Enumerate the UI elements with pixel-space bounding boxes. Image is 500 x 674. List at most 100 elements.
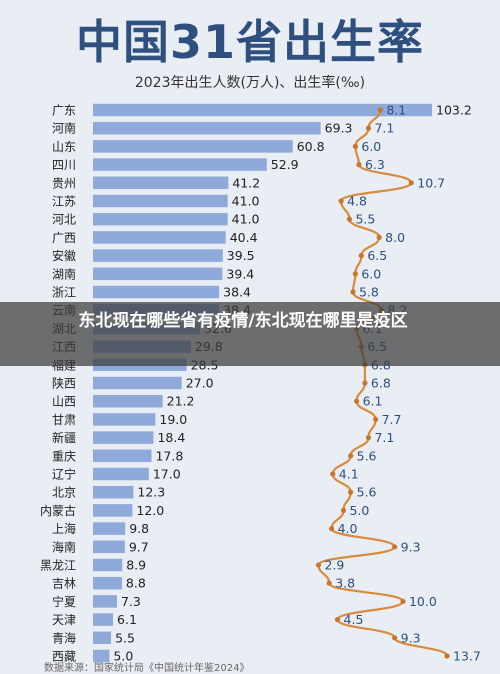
birth-rate-point [353,398,360,404]
province-label: 甘肃 [52,413,76,427]
birth-value-label: 8.8 [126,576,146,591]
province-label: 广东 [52,104,76,118]
birth-rate-label: 2.9 [325,558,345,573]
birth-rate-point [365,435,372,441]
birth-rate-point [326,580,332,586]
birth-bar [93,613,114,626]
birth-bar [93,504,133,517]
birth-rate-point [338,198,344,204]
birth-value-label: 39.5 [227,248,255,263]
birth-bar [93,431,154,444]
birth-value-label: 69.3 [325,121,353,136]
province-label: 湖南 [52,266,76,281]
birth-value-label: 41.0 [232,212,260,227]
province-label: 安徽 [52,248,76,263]
birth-rate-label: 4.8 [347,194,367,209]
birth-bar [93,231,226,244]
birth-bar [93,394,163,408]
province-label: 青海 [52,630,76,645]
birth-rate-point [352,143,358,149]
birth-value-label: 52.9 [271,157,299,172]
province-label: 四川 [52,158,76,172]
province-label: 浙江 [52,286,76,300]
birth-value-label: 27.0 [186,376,214,391]
province-label: 天津 [52,613,76,627]
birth-rate-label: 10.7 [417,175,445,190]
birth-bar [93,267,223,281]
birth-value-label: 18.4 [157,430,185,445]
caption-text: 东北现在哪些省有疫情/东北现在哪里是疫区 [78,311,408,331]
birth-bar [93,540,125,554]
chart-subtitle: 2023年出生人数(万人)、出生率(‰) [134,75,366,91]
birth-rate-label: 10.0 [409,594,437,609]
birth-rate-label: 5.0 [349,503,369,518]
birth-rate-label: 6.1 [363,394,383,409]
birth-bar [93,522,126,535]
birth-bar [93,212,228,226]
birth-bar [93,158,267,171]
birth-value-label: 9.8 [129,521,149,536]
birth-rate-label: 7.7 [382,412,402,427]
birth-value-label: 7.3 [121,594,141,609]
province-label: 吉林 [52,577,76,591]
birth-value-label: 17.0 [153,467,181,482]
birth-bar [93,176,229,190]
birth-value-label: 17.8 [155,448,183,463]
birth-bar [93,485,134,499]
birth-rate-label: 6.0 [361,139,381,154]
birth-rate-label: 4.0 [338,521,358,536]
birth-bar [93,413,156,426]
birth-rate-label: 7.1 [374,121,394,136]
province-label: 陕西 [52,376,76,391]
birth-value-label: 41.2 [232,175,260,190]
birth-rate-label: 3.8 [335,576,355,591]
birth-rate-point [392,544,398,550]
birth-rate-point [348,489,354,495]
birth-rate-point [352,271,358,277]
birth-bar [93,140,293,153]
birth-bar [93,576,122,590]
birth-rate-label: 8.0 [385,230,405,245]
birth-bar [93,449,152,463]
birth-rate-label: 6.3 [365,157,385,172]
birth-value-label: 12.3 [137,485,165,500]
birth-value-label: 12.0 [136,503,164,518]
birth-bar [93,467,149,481]
chart-title: 中国31省出生率 [75,15,424,69]
birth-rate-point [356,162,362,168]
birth-rate-point [377,107,383,113]
province-label: 黑龙江 [40,559,76,573]
birth-bar [93,194,228,208]
birth-rate-point [334,617,341,623]
birth-value-label: 21.2 [167,394,195,409]
birth-value-label: 6.1 [117,612,137,627]
birth-value-label: 40.4 [230,230,258,245]
birth-value-label: 39.4 [226,266,254,281]
birth-rate-label: 7.1 [374,430,394,445]
birth-rate-point [392,635,398,641]
birth-rate-label: 6.5 [367,248,387,263]
birth-bar [93,631,112,645]
birth-value-label: 5.5 [115,630,135,645]
province-label: 海南 [52,539,76,554]
birth-value-label: 9.7 [129,539,149,554]
province-label: 山东 [52,140,76,154]
birth-bar [93,376,182,390]
birth-rate-point [346,216,353,222]
birth-rate-point [330,471,336,477]
birth-rate-point [328,526,335,532]
birth-rate-point [348,453,354,459]
birth-value-label: 103.2 [436,103,472,118]
birth-rate-label: 9.3 [401,539,421,554]
birth-rate-point [362,380,368,386]
birth-bar [93,558,123,572]
birth-bar [93,649,110,663]
birth-rate-label: 6.0 [361,266,381,281]
birth-rate-label: 4.1 [339,467,359,482]
province-label: 贵州 [52,176,76,190]
birth-rate-point [315,562,322,568]
birth-rate-label: 9.3 [401,630,421,645]
province-label: 辽宁 [52,467,76,482]
birth-bar [93,249,223,262]
